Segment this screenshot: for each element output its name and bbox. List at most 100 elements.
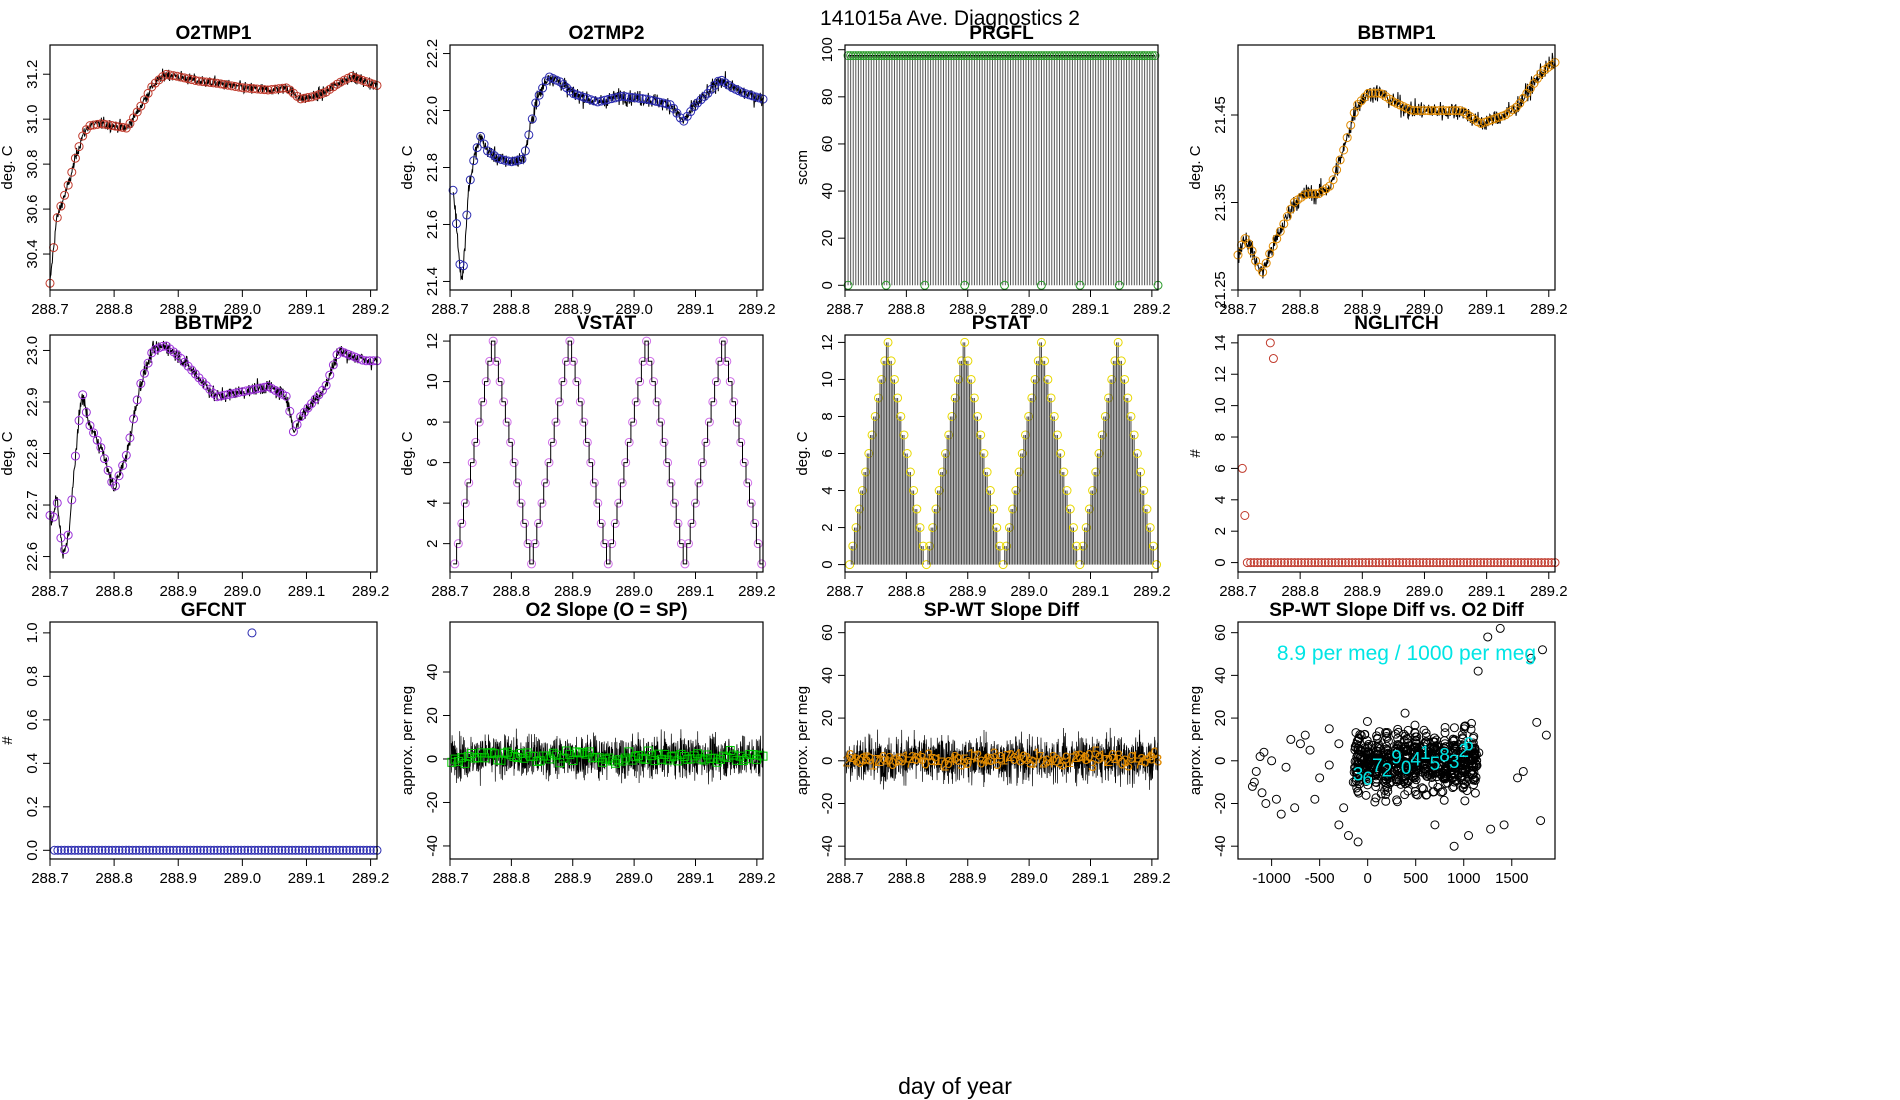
data-point xyxy=(1466,718,1476,728)
data-point: 3 xyxy=(957,756,966,773)
data-point xyxy=(635,377,645,387)
data-point xyxy=(513,155,523,165)
data-point xyxy=(358,845,368,855)
data-point xyxy=(270,84,280,94)
data-point xyxy=(1349,108,1359,118)
data-point xyxy=(565,336,575,346)
data-point xyxy=(182,845,192,855)
data-point xyxy=(715,356,725,366)
data-point: 3 xyxy=(990,747,999,764)
data-point xyxy=(1075,560,1085,570)
data-point: 4 xyxy=(1078,750,1087,767)
plot-area xyxy=(450,336,767,569)
data-point xyxy=(1279,219,1289,229)
data-point xyxy=(1388,754,1398,764)
data-point xyxy=(134,845,144,855)
data-point xyxy=(1011,486,1021,496)
data-point xyxy=(686,107,696,117)
x-tick-label: 288.8 xyxy=(493,583,531,600)
y-tick-label: 30.4 xyxy=(24,239,41,268)
data-point xyxy=(1323,558,1333,568)
data-point xyxy=(845,560,855,570)
data-point xyxy=(1351,728,1361,738)
data-point xyxy=(162,845,172,855)
data-point: 3 xyxy=(1023,751,1032,768)
data-point xyxy=(1303,189,1313,199)
data-point xyxy=(1328,175,1338,185)
data-point xyxy=(620,92,630,102)
y-tick-label: 10 xyxy=(1212,397,1229,414)
data-point xyxy=(558,80,568,90)
data-point xyxy=(1381,764,1391,774)
x-tick-label: 289.0 xyxy=(615,870,653,887)
plot-frame xyxy=(844,621,1159,860)
data-point xyxy=(1367,558,1377,568)
x-tick-label: 288.7 xyxy=(826,583,864,600)
data-point xyxy=(659,437,669,447)
x-tick-label: 289.1 xyxy=(1468,583,1506,600)
data-point xyxy=(1367,88,1377,98)
x-tick-label: -500 xyxy=(1305,870,1335,887)
x-tick-label: 289.2 xyxy=(1530,301,1568,318)
data-point xyxy=(128,845,138,855)
data-point xyxy=(1240,510,1250,520)
data-point: 4 xyxy=(1013,747,1022,764)
x-tick-label: 289.2 xyxy=(352,301,390,318)
data-point xyxy=(1536,816,1546,826)
data-point xyxy=(60,545,70,555)
data-point xyxy=(223,80,233,90)
data-point xyxy=(1451,106,1461,116)
data-point xyxy=(516,748,526,758)
data-point: 6 xyxy=(846,748,855,765)
data-point xyxy=(1438,558,1448,568)
data-point xyxy=(540,478,550,488)
y-tick-label: 22.9 xyxy=(24,387,41,416)
data-point xyxy=(649,377,659,387)
data-point xyxy=(1547,558,1557,568)
data-point xyxy=(151,845,161,855)
y-tick-label: -40 xyxy=(1212,835,1229,857)
data-point xyxy=(471,437,481,447)
data-point xyxy=(751,92,761,102)
data-point xyxy=(1247,781,1257,791)
data-point xyxy=(614,498,624,508)
data-point xyxy=(1371,793,1381,803)
data-point: 4 xyxy=(1045,755,1054,772)
data-point xyxy=(1258,267,1268,277)
x-tick-label: 288.9 xyxy=(1344,301,1382,318)
y-tick-label: -40 xyxy=(819,835,836,857)
data-point xyxy=(1378,558,1388,568)
data-point xyxy=(172,845,182,855)
data-point xyxy=(686,754,696,764)
data-point xyxy=(259,85,269,95)
x-tick-label: 289.0 xyxy=(1406,583,1444,600)
data-point xyxy=(947,411,957,421)
data-point xyxy=(1538,645,1548,655)
data-point xyxy=(70,845,80,855)
data-point xyxy=(1499,558,1509,568)
x-tick-label: 289.0 xyxy=(224,870,262,887)
data-point xyxy=(63,845,73,855)
data-point xyxy=(655,97,665,107)
y-tick-label: 6 xyxy=(424,458,441,466)
data-point xyxy=(67,495,77,505)
plot-frame xyxy=(49,334,378,573)
data-point xyxy=(500,155,510,165)
data-point xyxy=(52,498,62,508)
data-point xyxy=(1409,106,1419,116)
data-point xyxy=(338,845,348,855)
data-point xyxy=(524,130,534,140)
data-point xyxy=(1307,189,1317,199)
panel-title: PSTAT xyxy=(972,313,1032,334)
data-point xyxy=(1036,280,1046,290)
panel-bbtmp1: BBTMP1 deg. C 21.25 21.35 21.45 288.7 288.8 288… xyxy=(1187,23,1568,318)
data-point xyxy=(187,75,197,85)
y-tick-label: 60 xyxy=(1212,624,1229,641)
data-point xyxy=(1495,623,1505,633)
plot-area xyxy=(845,337,1162,570)
y-tick-label: 0.4 xyxy=(24,753,41,774)
panel-title: PRGFL xyxy=(969,23,1034,44)
x-tick-label: 289.0 xyxy=(1010,870,1048,887)
data-point xyxy=(1518,766,1528,776)
data-point xyxy=(489,749,499,759)
